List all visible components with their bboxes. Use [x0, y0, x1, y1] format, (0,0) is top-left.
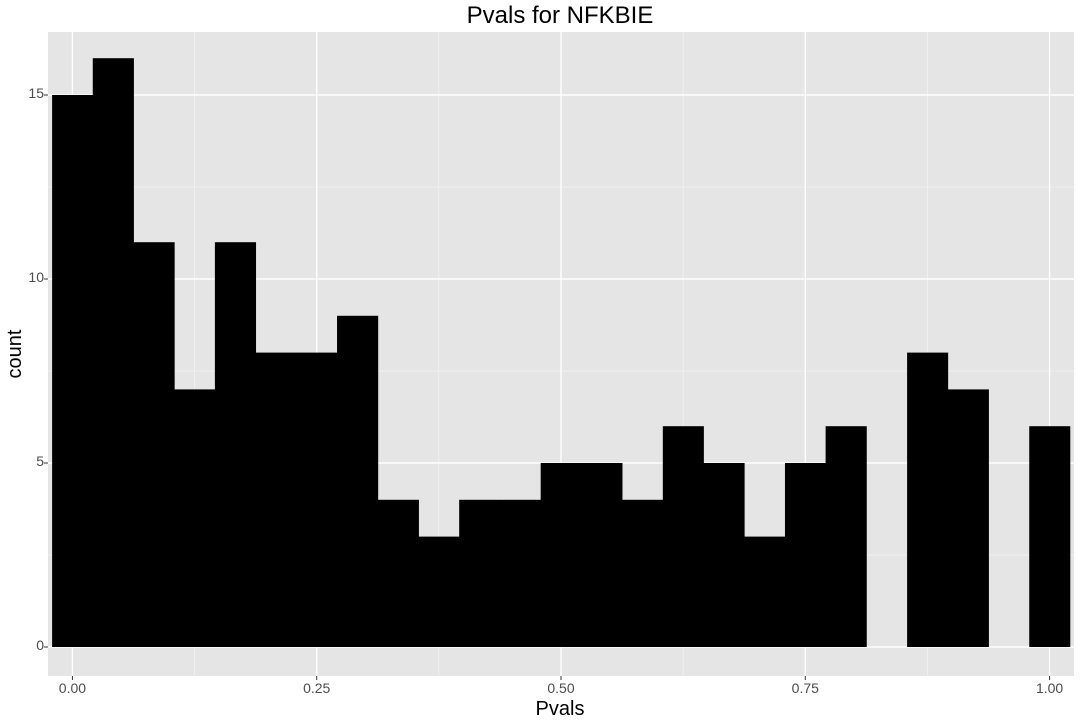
x-tick-label: 1.00: [1036, 680, 1063, 696]
histogram-bar: [1029, 426, 1071, 647]
x-tick-label: 0.75: [792, 680, 819, 696]
histogram-bar: [581, 463, 623, 647]
histogram-bar: [52, 95, 94, 647]
y-tick-label: 0: [36, 637, 44, 653]
histogram-bar: [540, 463, 582, 647]
x-tick-label: 0.50: [547, 680, 574, 696]
chart-title: Pvals for NFKBIE: [467, 2, 654, 29]
histogram-bar: [744, 536, 786, 647]
histogram-bar: [947, 389, 989, 647]
histogram-bar: [662, 426, 704, 647]
histogram-bars: [52, 58, 1071, 647]
histogram-bar: [622, 499, 664, 647]
axis-ticks: [44, 94, 1051, 680]
histogram-bar: [825, 426, 867, 647]
histogram-bar: [337, 315, 379, 647]
x-axis-title: Pvals: [536, 698, 585, 720]
histogram-bar: [499, 499, 542, 647]
histogram-bar: [174, 389, 216, 647]
histogram-bar: [296, 352, 338, 647]
y-tick-label: 5: [36, 453, 44, 469]
histogram-bar: [255, 352, 297, 647]
histogram-bar: [377, 499, 419, 647]
x-tick-label: 0.00: [59, 680, 86, 696]
histogram-bar: [784, 463, 827, 647]
histogram-bar: [133, 242, 175, 647]
histogram-bar: [418, 536, 460, 647]
y-axis-title: count: [4, 329, 26, 378]
histogram-bar: [92, 58, 134, 647]
y-tick-label: 15: [28, 85, 44, 101]
y-tick-label: 10: [28, 269, 44, 285]
histogram-bar: [907, 352, 949, 647]
histogram-bar: [459, 499, 501, 647]
x-tick-label: 0.25: [303, 680, 330, 696]
axis-tick-labels: 0.00 0.25 0.50 0.75 1.00 0 5 10 15: [28, 85, 1063, 696]
histogram-bar: [703, 463, 745, 647]
histogram-bar: [214, 242, 257, 647]
